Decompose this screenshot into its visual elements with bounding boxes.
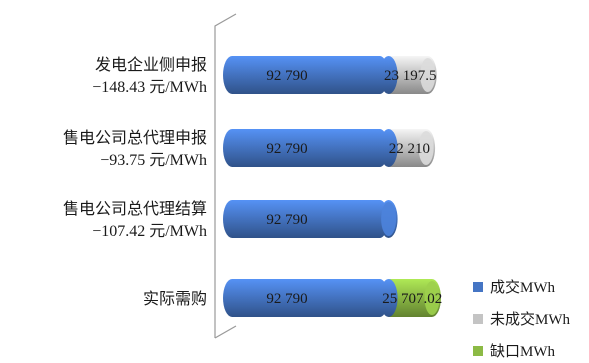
legend-swatch [473,346,483,356]
data-label: 92 790 [266,212,307,228]
legend-item: 未成交MWh [473,310,570,328]
legend: 成交MWh 未成交MWh 缺口MWh [473,278,570,360]
bar-segment-mwh-1 [223,129,398,167]
category-label: −148.43 元/MWh [92,79,207,96]
bars [223,56,442,317]
category-label: −93.75 元/MWh [100,152,207,169]
data-label: 92 790 [266,68,307,84]
legend-item: 缺口MWh [473,343,555,360]
value-labels: 23 197.5 92 790 22 210 92 790 92 790 25 707.0… [266,68,442,307]
chart-back-wall [214,13,237,339]
category-label: −107.42 元/MWh [92,223,207,240]
category-label: 售电公司总代理申报 [63,129,207,147]
axis-base-line [214,325,237,339]
category-label: 实际需购 [143,290,207,308]
data-label: 25 707.02 [382,291,442,307]
legend-label: 成交MWh [490,278,555,296]
data-label: 23 197.5 [384,68,437,84]
category-labels: 发电企业侧申报 −148.43 元/MWh 售电公司总代理申报 −93.75 元/MW… [63,56,207,308]
bar-segment-mwh-3 [223,279,398,317]
bar-segment-mwh-2 [223,200,398,238]
category-label: 售电公司总代理结算 [63,199,207,218]
data-label: 92 790 [266,291,307,307]
legend-item: 成交MWh [473,278,555,296]
legend-label: 未成交MWh [490,310,570,328]
data-label: 92 790 [266,141,307,157]
data-label: 22 210 [389,141,430,157]
category-label: 发电企业侧申报 [95,56,207,74]
axis-line [214,13,237,338]
legend-label: 缺口MWh [490,343,555,360]
legend-swatch [473,282,483,292]
bar-segment-mwh-0 [223,56,398,94]
legend-swatch [473,314,483,324]
bar-segment-mwh-3 [388,279,442,317]
